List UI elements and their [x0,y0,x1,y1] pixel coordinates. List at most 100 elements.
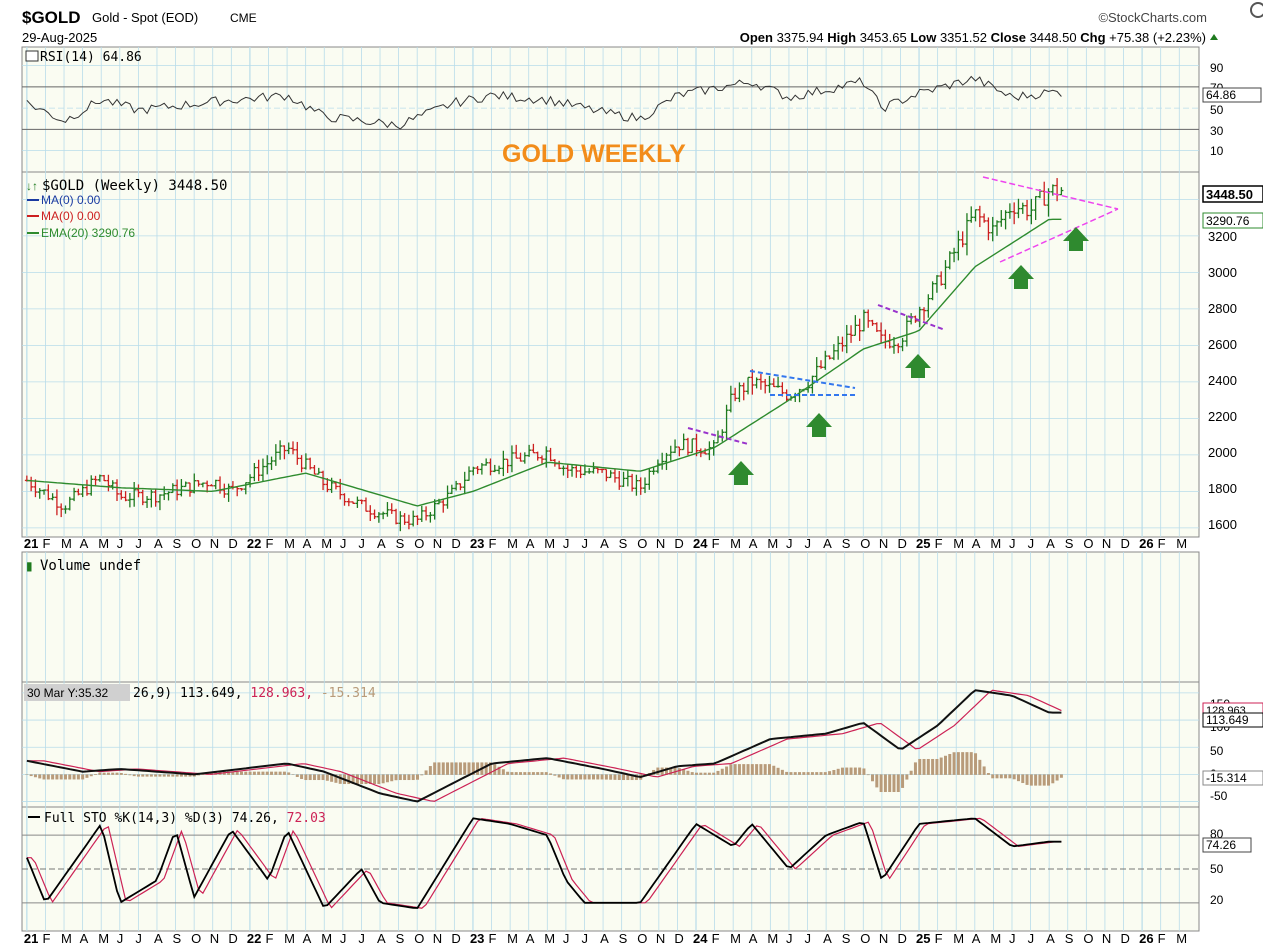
macd-hist-bar [111,772,115,775]
macd-hist-bar [879,774,883,793]
price-tick: 1800 [1208,481,1237,496]
rsi-ticks: 90 70 50 30 10 64.86 [1202,61,1262,158]
macd-hist-bar [119,772,123,775]
x-axis-label: N [433,931,442,945]
macd-hist-bar [836,768,840,775]
macd-hist-bar [244,771,248,775]
macd-hist-bar [969,752,973,775]
sto-legend: Full STO %K(14,3) %D(3) 74.26, 72.03 [28,811,326,826]
x-axis-label: D [897,931,906,945]
macd-hist-bar [184,774,188,777]
macd-hist-bar [454,762,458,775]
x-axis-label: N [433,536,442,551]
header-date: 29-Aug-2025 [22,30,97,45]
macd-hist-bar [231,771,235,775]
macd-hist-bar [85,774,89,778]
macd-hist-bar [1038,774,1042,786]
symbol-description: Gold - Spot (EOD) [92,10,198,25]
x-axis-label: M [98,536,109,551]
macd-hist-bar [986,773,990,775]
macd-hist-bar [604,774,608,780]
corner-icon[interactable] [1250,2,1263,18]
x-axis-label: A [303,931,312,945]
macd-hist-bar [806,772,810,775]
macd-hist-bar [707,772,711,775]
macd-hist-bar [373,774,377,785]
x-axis-label: M [1176,536,1187,551]
macd-hist-bar [561,774,565,780]
macd-hist-bar [29,774,33,777]
macd-hist-bar [252,771,256,775]
macd-hist-bar [510,772,514,775]
x-axis-label: O [414,931,424,945]
x-axis-label: M [1176,931,1187,945]
macd-hist-bar [815,772,819,775]
macd-hist-bar [476,762,480,775]
macd-hist-bar [519,772,523,775]
x-axis-label: 21 [24,931,38,945]
macd-hist-bar [154,774,158,777]
macd-hist-bar [274,771,278,775]
x-axis-label: S [396,931,405,945]
x-axis-label: J [1028,536,1035,551]
macd-hist-bar [179,774,183,777]
macd-hist-bar [484,762,488,775]
price-tick: 2000 [1208,445,1237,460]
macd-hist-bar [291,774,295,775]
x-axis-label: O [191,931,201,945]
macd-hist-bar [982,766,986,775]
macd-hist-bar [622,774,626,781]
macd-hist-bar [38,774,42,779]
macd-hist-bar [420,774,424,776]
macd-hist-bar [403,774,407,781]
x-axis-label: D [451,536,460,551]
macd-hist-bar [853,767,857,775]
rsi-collapse-icon[interactable] [25,50,39,62]
x-axis-label: S [1065,931,1074,945]
price-tick: 1600 [1208,517,1237,532]
macd-hist-bar [270,771,274,775]
macd-values-label: 26,9) 113.649, 128.963, -15.314 [133,686,376,701]
macd-hist-bar [1051,774,1055,784]
macd-hist-bar [338,774,342,784]
macd-hist-bar [171,774,175,777]
macd-hist-bar [750,764,754,775]
x-axis-label: J [358,931,365,945]
x-axis-label: F [935,931,943,945]
x-axis-label: S [173,536,182,551]
x-axis-label: J [581,931,588,945]
x-axis-label: J [117,536,124,551]
macd-hist-bar [699,772,703,775]
macd-hist-bar [312,774,316,781]
macd-hist-bar [733,764,737,775]
ohlc-readout: Open 3375.94 High 3453.65 Low 3351.52 Cl… [740,30,1206,45]
macd-hist-bar [935,758,939,775]
macd-hist-bar [308,774,312,781]
macd-hist-bar [793,772,797,775]
header: $GOLD Gold - Spot (EOD) CME ©StockCharts… [22,2,1263,45]
price-badge-value: 3448.50 [1206,187,1253,202]
x-axis-label: J [135,536,142,551]
macd-hist-bar [261,771,265,775]
rsi-tick: 30 [1210,124,1224,138]
macd-tooltip: 30 Mar Y:35.32 [27,686,108,700]
x-axis-label: J [1009,536,1016,551]
macd-hist-bar [703,772,707,775]
rsi-line [26,75,1062,130]
macd-hist-bar [767,764,771,775]
rsi-tick: 10 [1210,144,1224,158]
x-axis-label: A [80,931,89,945]
macd-hist-bar [162,774,166,777]
macd-hist-bar [991,774,995,779]
macd-hist-bar [913,762,917,775]
macd-hist-bar [33,774,37,778]
brand-logo[interactable]: ©StockCharts.com [1098,10,1207,25]
macd-hist-bar [888,774,892,793]
macd-hist-bar [802,772,806,775]
symbol-title: $GOLD [22,8,81,27]
macd-line-badge [1202,712,1263,728]
macd-hist-bar [1047,774,1051,786]
rsi-legend: RSI(14) 64.86 [25,50,142,65]
macd-hist-bar [381,774,385,784]
x-axis-label: J [786,931,793,945]
